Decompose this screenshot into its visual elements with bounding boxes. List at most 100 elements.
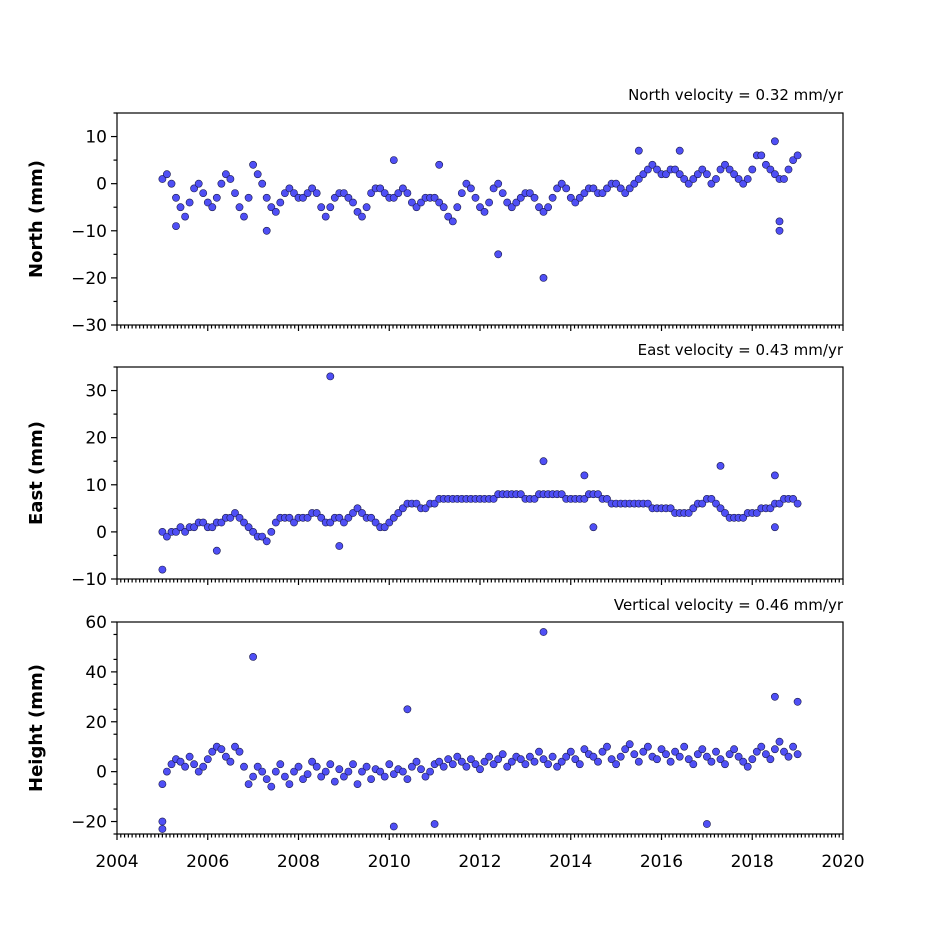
- height-point: [612, 760, 620, 769]
- east-point: [789, 494, 797, 503]
- height-point: [426, 767, 434, 776]
- east-point: [244, 523, 253, 532]
- height-point: [353, 780, 362, 788]
- north-point: [176, 203, 185, 212]
- north-point: [766, 165, 775, 174]
- north-point: [485, 198, 493, 207]
- height-point: [698, 745, 707, 754]
- height-point: [462, 762, 471, 771]
- height-point: [439, 762, 448, 771]
- height-point: [244, 780, 253, 788]
- east-point: [389, 513, 398, 522]
- north-point: [439, 203, 448, 212]
- height-point: [703, 820, 711, 828]
- north-point: [698, 165, 707, 174]
- east-point: [367, 513, 375, 522]
- north-point: [762, 160, 770, 169]
- east-point: [716, 504, 725, 513]
- height-point: [489, 760, 498, 769]
- height-point: [734, 752, 743, 761]
- north-y-axis-label: North (mm): [26, 160, 47, 278]
- north-point: [530, 193, 539, 202]
- east-point: [271, 518, 280, 527]
- north-point: [489, 184, 498, 193]
- north-y-tick-label: 10: [85, 128, 107, 148]
- height-point: [362, 762, 371, 771]
- north-point: [389, 156, 398, 164]
- east-point: [557, 490, 566, 499]
- height-point: [784, 752, 793, 761]
- north-point: [339, 189, 348, 197]
- east-point: [684, 509, 693, 517]
- north-point: [503, 198, 512, 207]
- height-point: [221, 752, 230, 761]
- north-point: [299, 193, 307, 202]
- east-plot-area: −10 0 10 20 30: [71, 366, 844, 590]
- height-point: [312, 762, 321, 771]
- height-point: [539, 628, 548, 636]
- north-point: [648, 160, 657, 169]
- north-point: [553, 184, 561, 193]
- north-y-tick-label: 0: [96, 175, 107, 195]
- north-point: [358, 212, 366, 221]
- north-point: [557, 179, 566, 188]
- north-y-tick-label: −20: [71, 269, 107, 289]
- height-point: [457, 757, 466, 766]
- east-y-tick-label: 30: [85, 382, 107, 402]
- north-point: [662, 170, 670, 179]
- north-point: [403, 189, 412, 197]
- north-point: [389, 193, 398, 202]
- north-point: [203, 198, 212, 207]
- height-point: [793, 750, 802, 759]
- east-point: [326, 518, 335, 527]
- north-axes-frame: [116, 112, 844, 326]
- north-point: [167, 179, 176, 188]
- height-point: [644, 742, 652, 751]
- height-point: [653, 755, 661, 764]
- height-point: [253, 762, 262, 771]
- height-point: [625, 740, 634, 749]
- height-point: [666, 757, 675, 766]
- north-point: [321, 212, 330, 221]
- north-point: [380, 189, 389, 197]
- north-point: [639, 170, 648, 179]
- height-point: [235, 747, 244, 756]
- north-point: [172, 193, 180, 202]
- north-point: [739, 179, 748, 188]
- north-point: [362, 203, 371, 212]
- east-point: [158, 565, 167, 574]
- north-velocity-title: North velocity = 0.32 mm/yr: [628, 86, 844, 104]
- north-point: [194, 179, 203, 188]
- east-point: [489, 494, 498, 503]
- height-point: [725, 750, 734, 759]
- height-point: [471, 760, 480, 769]
- height-point: [566, 747, 575, 756]
- height-point: [417, 765, 425, 774]
- height-plot-area: −20 0 20 40 60 2004 2006 2008 2010 2012 2014 2016 20…: [71, 613, 865, 872]
- east-point: [162, 532, 171, 541]
- east-point: [285, 513, 294, 522]
- north-point: [516, 193, 525, 202]
- north-point: [703, 170, 711, 179]
- north-point: [235, 203, 244, 212]
- north-point: [634, 146, 643, 155]
- east-point: [353, 504, 362, 513]
- east-point: [380, 523, 389, 532]
- height-point: [739, 757, 748, 766]
- north-point: [743, 175, 752, 183]
- east-point: [317, 513, 326, 522]
- height-point: [249, 772, 257, 781]
- height-point: [748, 755, 757, 764]
- height-point: [553, 762, 561, 771]
- north-point: [240, 212, 248, 221]
- north-point: [457, 189, 466, 197]
- height-point: [367, 775, 375, 783]
- east-point: [775, 499, 784, 508]
- north-point: [566, 193, 575, 202]
- north-point: [630, 179, 639, 188]
- north-point: [721, 160, 729, 169]
- north-point: [398, 184, 407, 193]
- height-point: [712, 747, 720, 756]
- north-point: [544, 203, 552, 212]
